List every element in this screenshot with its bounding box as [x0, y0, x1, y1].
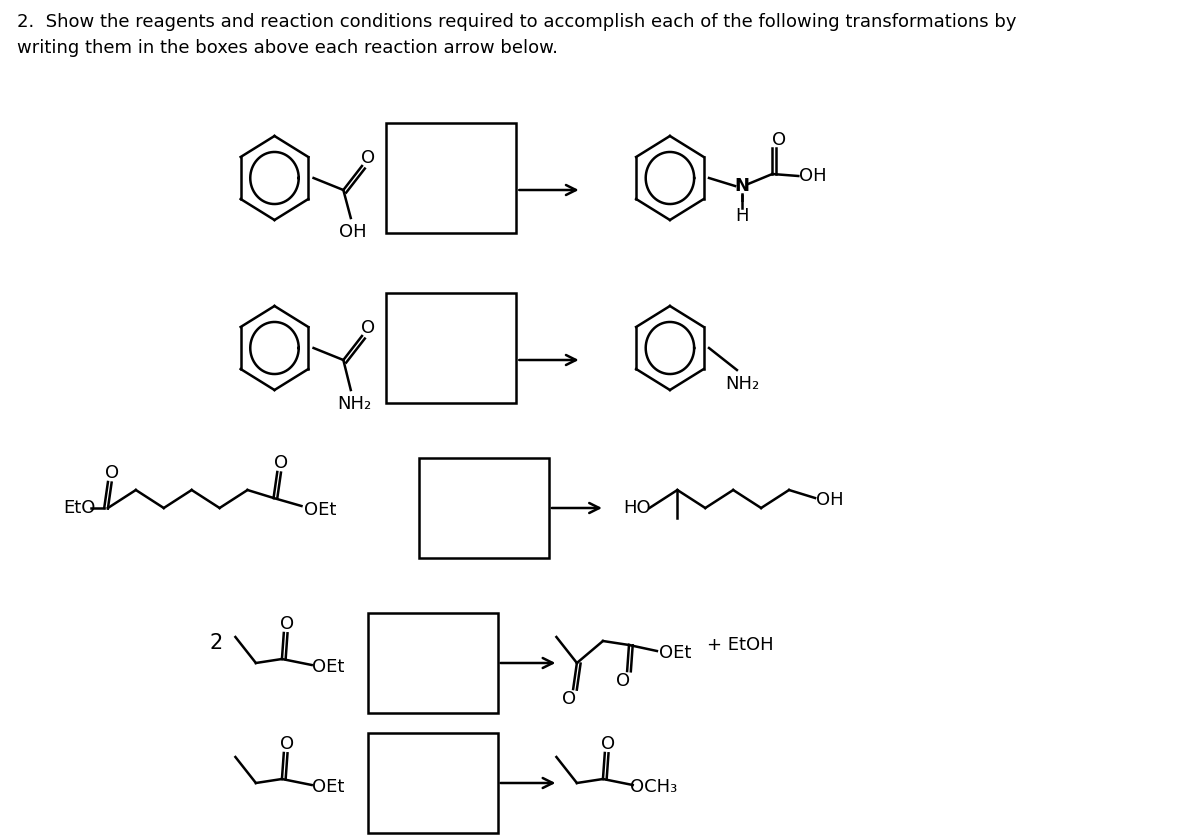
Text: O: O — [601, 735, 616, 753]
Text: OEt: OEt — [312, 778, 344, 796]
Bar — [386, 293, 516, 403]
Text: O: O — [563, 690, 576, 708]
Text: O: O — [281, 615, 294, 633]
Text: N: N — [734, 177, 749, 195]
Text: NH₂: NH₂ — [725, 375, 760, 393]
Text: 2.  Show the reagents and reaction conditions required to accomplish each of the: 2. Show the reagents and reaction condit… — [17, 13, 1016, 57]
Text: O: O — [104, 464, 119, 482]
Text: O: O — [361, 149, 376, 167]
Text: O: O — [281, 735, 294, 753]
Text: OEt: OEt — [304, 501, 336, 519]
Bar — [367, 733, 498, 833]
Text: NH₂: NH₂ — [337, 395, 372, 413]
Bar — [367, 613, 498, 713]
Text: 2: 2 — [209, 633, 222, 653]
Text: EtO: EtO — [64, 499, 96, 517]
Text: H: H — [734, 207, 749, 225]
Text: OH: OH — [338, 223, 366, 241]
Bar — [419, 458, 548, 558]
Text: OEt: OEt — [659, 644, 691, 662]
Bar — [386, 123, 516, 233]
Text: O: O — [274, 454, 288, 472]
Text: OH: OH — [816, 491, 844, 509]
Text: O: O — [361, 319, 376, 337]
Text: OCH₃: OCH₃ — [630, 778, 678, 796]
Text: HO: HO — [624, 499, 652, 517]
Text: OH: OH — [799, 167, 827, 185]
Text: O: O — [772, 131, 786, 149]
Text: + EtOH: + EtOH — [707, 636, 774, 654]
Text: O: O — [617, 672, 630, 690]
Text: OEt: OEt — [312, 658, 344, 676]
